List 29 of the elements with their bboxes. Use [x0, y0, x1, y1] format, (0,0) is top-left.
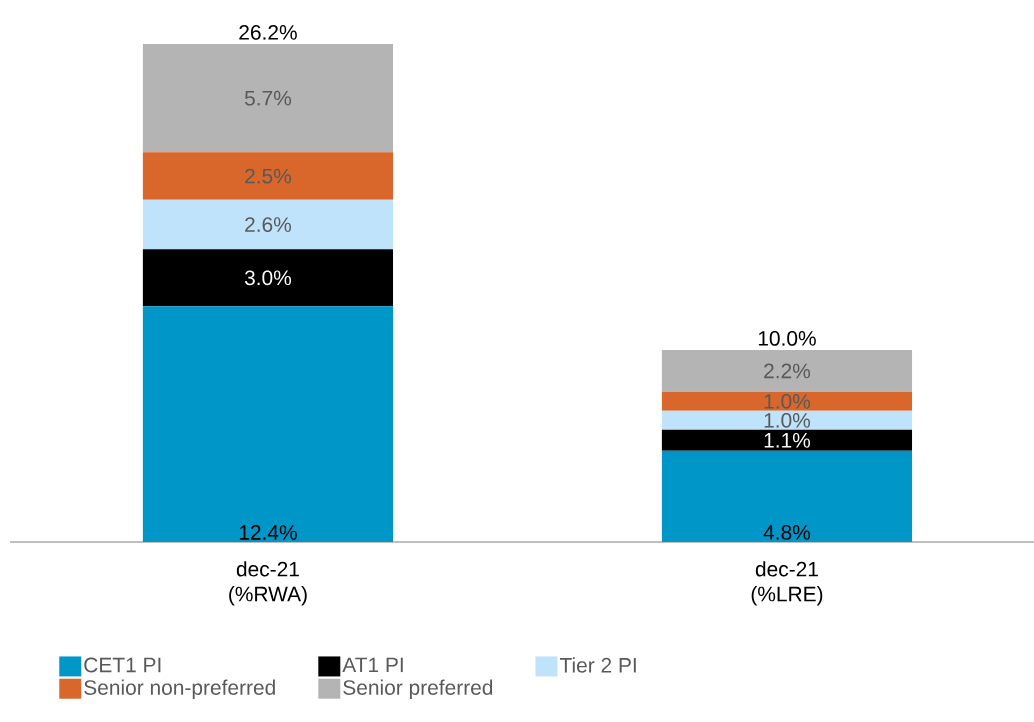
legend-label: CET1 PI: [84, 657, 161, 673]
x-tick-label: dec-21 (%LRE): [751, 561, 823, 606]
legend-label: AT1 PI: [342, 657, 403, 673]
data-label: 1.0%: [764, 393, 811, 409]
data-label: 5.7%: [244, 90, 292, 106]
bar: [142, 306, 394, 542]
total-label: 26.2%: [239, 24, 297, 40]
legend-label: Tier 2 PI: [559, 657, 636, 673]
data-label: 2.2%: [764, 363, 811, 379]
bar: [661, 429, 913, 451]
data-label: 1.1%: [764, 432, 811, 448]
legend-label: Senior preferred: [343, 679, 493, 700]
bar: [142, 199, 394, 250]
data-label: 12.4%: [239, 525, 297, 540]
total-label: 10.0%: [758, 331, 816, 346]
data-label: 2.5%: [245, 168, 292, 184]
bar: [661, 410, 913, 430]
data-label: 3.0%: [244, 270, 292, 286]
bar: [142, 44, 394, 153]
bar: [661, 450, 913, 542]
data-label: 4.8%: [763, 524, 811, 540]
bar: [661, 391, 913, 411]
bar: [661, 350, 913, 392]
x-tick-label: dec-21 (%RWA): [229, 561, 307, 606]
legend-label: Senior non-preferred: [84, 679, 275, 700]
data-label: 2.6%: [245, 217, 292, 232]
bar: [142, 152, 394, 200]
data-label: 1.0%: [764, 412, 811, 428]
bar: [142, 249, 394, 307]
